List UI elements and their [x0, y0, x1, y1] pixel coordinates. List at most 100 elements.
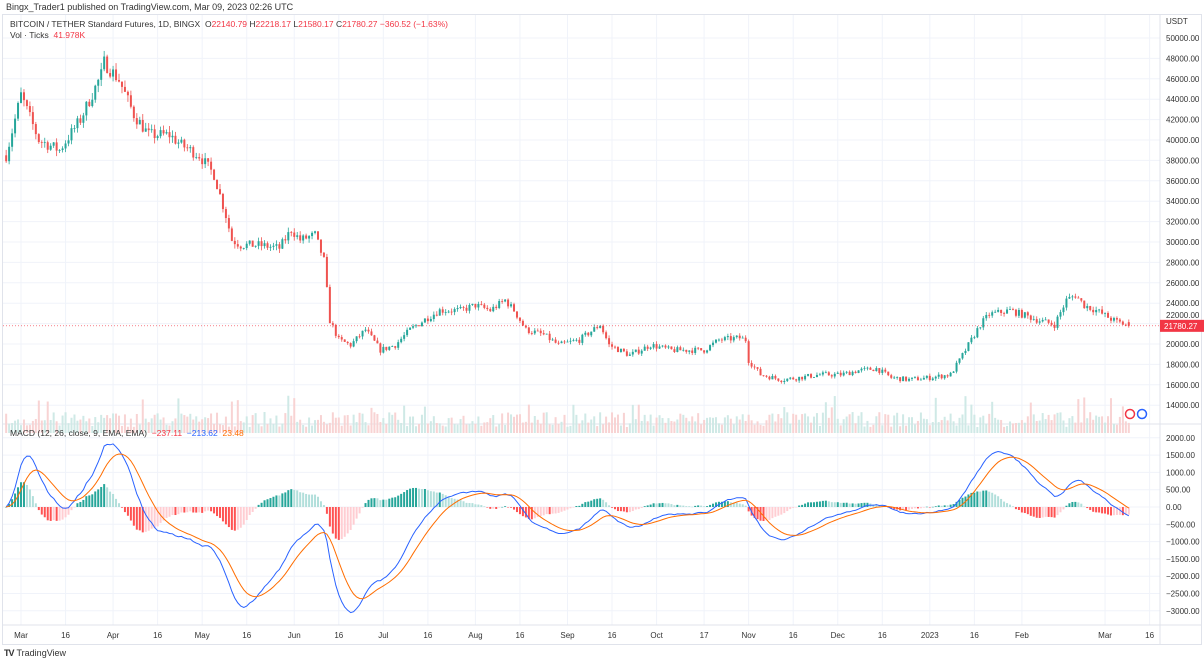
candle-body: [649, 347, 652, 349]
candle-body: [510, 304, 513, 307]
candle-body: [863, 367, 866, 369]
candle-body: [328, 286, 331, 324]
macd-hist-bar: [919, 507, 922, 509]
candle-body: [833, 373, 836, 377]
macd-hist-bar: [756, 507, 759, 520]
candle-body: [557, 342, 560, 344]
macd-hist-bar: [177, 507, 180, 515]
macd-label: MACD (12, 26, close, 9, EMA, EMA): [10, 428, 147, 438]
macd-hist-bar: [697, 505, 700, 507]
volume-bar: [293, 398, 296, 433]
time-tick-label: 16: [61, 631, 70, 640]
volume-bar: [958, 417, 961, 433]
candle-body: [994, 311, 997, 313]
macd-hist-bar: [1023, 507, 1026, 514]
volume-bar: [616, 414, 619, 433]
candle-body: [22, 92, 25, 101]
volume-bar: [1047, 414, 1050, 433]
candle-body: [771, 375, 774, 380]
candle-body: [183, 139, 186, 148]
volume-bar: [73, 414, 76, 433]
volume-bar: [596, 426, 599, 433]
macd-hist-bar: [462, 501, 465, 507]
time-tick-label: Jul: [378, 631, 388, 640]
candle-body: [112, 69, 115, 77]
candle-body: [842, 372, 845, 376]
macd-hist-bar: [545, 507, 548, 515]
candle-body: [221, 193, 224, 210]
macd-hist-bar: [845, 502, 848, 507]
volume-bar: [317, 419, 319, 433]
macd-hist-bar: [230, 507, 233, 530]
time-tick-label: 2023: [921, 631, 939, 640]
volume-bar: [477, 416, 480, 433]
candle-body: [438, 309, 441, 316]
candle-body: [144, 128, 147, 132]
macd-hist-bar: [40, 507, 43, 515]
macd-hist-bar: [1006, 503, 1009, 507]
candle-body: [741, 337, 744, 339]
volume-bar: [729, 418, 732, 433]
macd-hist-bar: [25, 485, 28, 507]
candle-body: [150, 129, 153, 131]
time-tick-label: Dec: [831, 631, 845, 640]
candle-body: [1026, 312, 1029, 316]
change-value: −360.52 (−1.63%): [379, 19, 448, 29]
candle-body: [786, 378, 789, 381]
volume-bar: [198, 421, 201, 433]
candle-body: [961, 353, 964, 359]
macd-hist-bar: [878, 505, 881, 507]
macd-hist-bar: [584, 502, 587, 507]
candle-body: [49, 145, 52, 150]
macd-hist-bar: [189, 507, 192, 512]
macd-hist-bar: [863, 502, 866, 507]
volume-bar: [495, 426, 498, 433]
volume-bar: [1035, 420, 1038, 433]
price-tick-label: 22000.00: [1166, 311, 1200, 320]
volume-bar: [474, 423, 477, 433]
candle-body: [147, 128, 150, 131]
volume-bar: [278, 426, 281, 433]
candle-body: [311, 232, 314, 237]
macd-hist-bar: [224, 507, 227, 525]
volume-bar: [937, 422, 940, 433]
volume-bar: [679, 413, 682, 433]
candle-body: [584, 332, 587, 335]
candle-body: [388, 346, 391, 350]
macd-hist-bar: [1056, 507, 1059, 516]
volume-bar: [385, 423, 388, 433]
macd-hist-bar: [726, 501, 729, 507]
candle-body: [982, 318, 985, 328]
volume-bar: [896, 412, 899, 433]
macd-hist-bar: [394, 497, 397, 507]
candle-body: [1032, 319, 1035, 320]
macd-hist-bar: [216, 507, 219, 517]
candle-body: [634, 349, 637, 352]
volume-bar: [712, 417, 715, 433]
volume-bar: [652, 425, 655, 433]
candle-body: [759, 368, 762, 376]
candle-body: [25, 100, 28, 107]
macd-hist-bar: [501, 506, 504, 508]
macd-hist-bar: [1080, 503, 1083, 507]
volume-bar: [138, 424, 141, 433]
candle-body: [498, 301, 501, 309]
candle-body: [922, 377, 925, 380]
candle-body: [462, 306, 465, 308]
volume-bar: [521, 422, 524, 433]
candle-body: [673, 349, 676, 352]
volume-bar: [676, 419, 679, 433]
volume-bar: [741, 414, 744, 433]
macd-hist-bar: [275, 495, 278, 507]
volume-bar: [325, 424, 328, 433]
macd-hist-bar: [875, 504, 878, 507]
candle-body: [343, 339, 346, 342]
candle-body: [103, 56, 106, 70]
volume-bar: [908, 417, 911, 433]
volume-bar: [1009, 421, 1012, 433]
candle-body: [504, 299, 507, 302]
tradingview-logo[interactable]: TV TradingView: [4, 648, 66, 658]
volume-bar: [115, 413, 118, 433]
macd-hist-bar: [539, 507, 542, 517]
